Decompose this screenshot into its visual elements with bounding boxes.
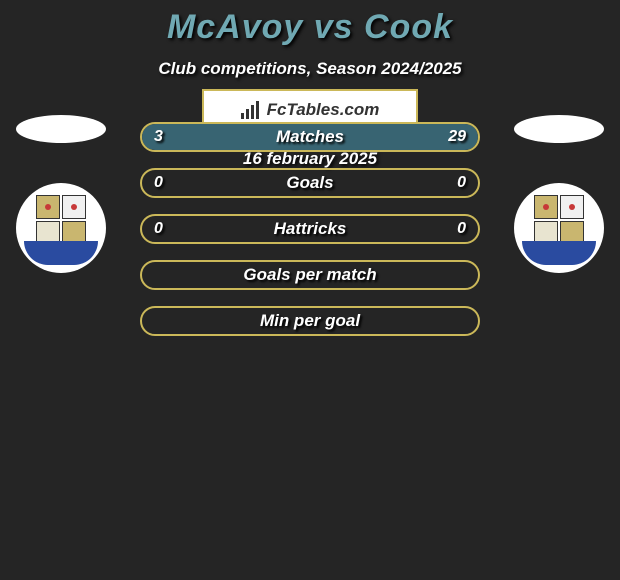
stat-row: Goals per match xyxy=(140,260,480,290)
right-player-block xyxy=(514,115,604,273)
stat-label: Hattricks xyxy=(142,216,478,242)
left-player-block xyxy=(16,115,106,273)
stat-row: 00Goals xyxy=(140,168,480,198)
page-subtitle: Club competitions, Season 2024/2025 xyxy=(0,59,620,79)
brand-text: FcTables.com xyxy=(267,100,380,120)
stat-row: 00Hattricks xyxy=(140,214,480,244)
stat-label: Goals xyxy=(142,170,478,196)
club-crest-right xyxy=(514,183,604,273)
player-ellipse-left xyxy=(16,115,106,143)
stat-row: 329Matches xyxy=(140,122,480,152)
stat-label: Min per goal xyxy=(142,308,478,334)
player-ellipse-right xyxy=(514,115,604,143)
stat-row: Min per goal xyxy=(140,306,480,336)
bars-icon xyxy=(241,101,263,119)
stat-label: Goals per match xyxy=(142,262,478,288)
stats-rows: 329Matches 00Goals 00Hattricks Goals per ma… xyxy=(140,122,480,352)
page-title: McAvoy vs Cook xyxy=(0,0,620,47)
stat-label: Matches xyxy=(142,124,478,150)
club-crest-left xyxy=(16,183,106,273)
